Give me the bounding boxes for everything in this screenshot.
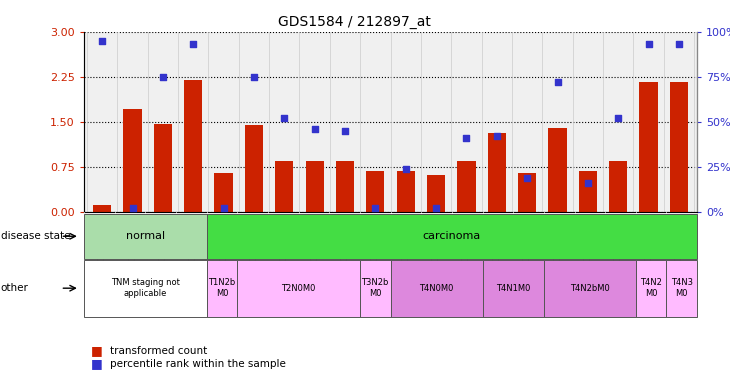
Point (430, 205, 442, 211)
Point (642, 42, 654, 48)
Point (96, 38, 108, 44)
Text: normal: normal (126, 231, 165, 241)
Bar (666, 260, 697, 317)
Bar (579, 171, 597, 212)
Bar (336, 162, 354, 212)
Point (400, 166, 412, 172)
Text: T4N3
M0: T4N3 M0 (671, 279, 693, 298)
Bar (457, 162, 475, 212)
Bar (544, 260, 636, 317)
Point (248, 74, 260, 80)
Text: disease state: disease state (1, 231, 70, 241)
Point (369, 205, 381, 211)
Point (309, 126, 320, 132)
Point (188, 42, 199, 48)
Bar (184, 80, 202, 212)
Bar (245, 126, 263, 212)
Point (157, 74, 169, 80)
Bar (670, 82, 688, 212)
Text: T3N2b
M0: T3N2b M0 (361, 279, 389, 298)
Bar (639, 82, 658, 212)
Bar (360, 260, 391, 317)
Point (339, 128, 351, 134)
Point (127, 205, 139, 211)
Bar (427, 175, 445, 212)
Text: TNM staging not
applicable: TNM staging not applicable (111, 279, 180, 298)
Point (491, 133, 503, 139)
Bar (306, 162, 324, 212)
Text: ■: ■ (91, 344, 103, 357)
Point (521, 175, 533, 181)
Text: GDS1584 / 212897_at: GDS1584 / 212897_at (277, 15, 431, 29)
Bar (636, 260, 666, 317)
Bar (609, 162, 627, 212)
Bar (483, 260, 544, 317)
Text: carcinoma: carcinoma (423, 231, 481, 241)
Text: T2N0M0: T2N0M0 (281, 284, 316, 292)
Bar (123, 109, 142, 212)
Point (278, 115, 290, 121)
Text: T4N2
M0: T4N2 M0 (640, 279, 662, 298)
Bar (366, 171, 385, 212)
Bar (207, 214, 697, 259)
Bar (207, 260, 237, 317)
Bar (237, 260, 360, 317)
Text: ■: ■ (91, 357, 103, 370)
Bar (84, 260, 207, 317)
Text: T4N2bM0: T4N2bM0 (570, 284, 610, 292)
Text: T1N2b
M0: T1N2b M0 (208, 279, 236, 298)
Bar (548, 128, 566, 212)
Bar (275, 162, 293, 212)
Bar (396, 171, 415, 212)
Bar (518, 173, 537, 212)
Text: T4N0M0: T4N0M0 (419, 284, 454, 292)
Text: other: other (1, 283, 28, 293)
Point (673, 42, 685, 48)
Text: percentile rank within the sample: percentile rank within the sample (110, 359, 285, 369)
Point (218, 205, 229, 211)
Point (582, 180, 593, 186)
Bar (93, 205, 111, 212)
Bar (215, 173, 233, 212)
Bar (84, 214, 207, 259)
Point (612, 115, 624, 121)
Point (552, 79, 564, 85)
Bar (488, 133, 506, 212)
Bar (154, 124, 172, 212)
Point (461, 135, 472, 141)
Text: T4N1M0: T4N1M0 (496, 284, 531, 292)
Bar (391, 260, 483, 317)
Text: transformed count: transformed count (110, 346, 207, 355)
